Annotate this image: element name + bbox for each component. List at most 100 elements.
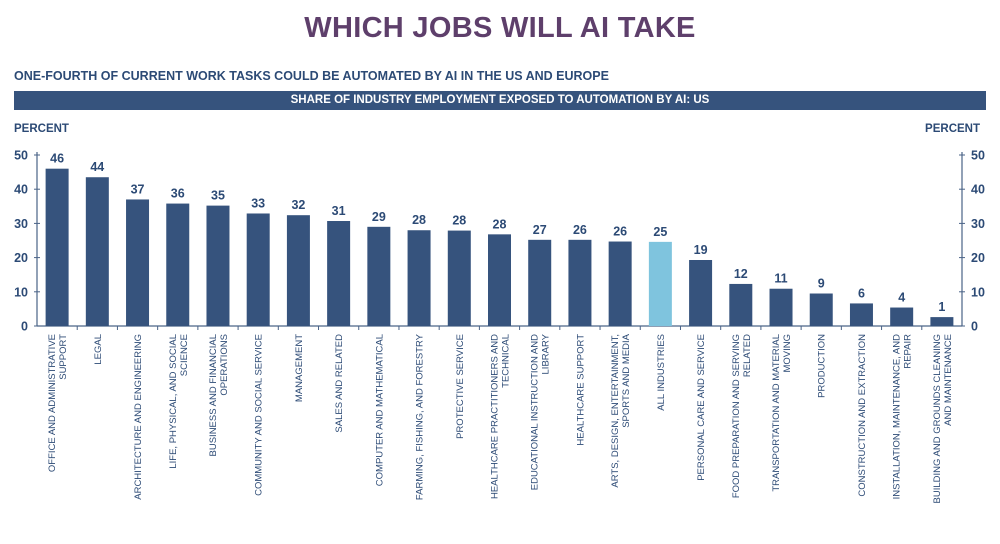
- bar: [729, 283, 753, 326]
- category-label: ALL INDUSTRIES: [656, 334, 667, 411]
- bar: [809, 293, 833, 326]
- bar: [488, 234, 511, 326]
- chart-subtitle: ONE-FOURTH OF CURRENT WORK TASKS COULD B…: [14, 69, 609, 83]
- category-label-line: PROTECTIVE SERVICE: [455, 334, 466, 439]
- category-label-line: OPERATIONS: [219, 334, 230, 396]
- right-y-tick-label: 10: [971, 285, 985, 299]
- category-label-line: COMPUTER AND MATHEMATICAL: [374, 334, 385, 486]
- bar: [447, 230, 471, 326]
- category-label-line: LEGAL: [93, 334, 104, 365]
- chart-title-band: SHARE OF INDUSTRY EMPLOYMENT EXPOSED TO …: [14, 91, 986, 110]
- category-label-line: ARTS, DESIGN, ENTERTAINMENT,: [610, 334, 621, 488]
- right-y-tick-label: 40: [971, 183, 985, 197]
- right-y-tick-label: 50: [971, 149, 985, 163]
- data-label: 6: [858, 286, 865, 300]
- category-label-line: BUSINESS AND FINANCIAL: [208, 334, 219, 456]
- category-label: EDUCATIONAL INSTRUCTION AND LIBRARY: [530, 333, 552, 490]
- bar: [769, 288, 793, 326]
- bar: [126, 199, 150, 326]
- bar: [367, 226, 391, 326]
- category-label: ARCHITECTURE AND ENGINEERING: [133, 334, 144, 500]
- data-label: 9: [818, 277, 825, 291]
- bar: [166, 203, 190, 326]
- category-label-line: OFFICE AND ADMINISTRATIVE: [47, 334, 58, 472]
- left-y-tick-label: 10: [14, 285, 28, 299]
- data-label: 33: [251, 196, 265, 210]
- bar: [930, 317, 954, 326]
- data-label: 36: [171, 187, 185, 201]
- category-label-line: PERSONAL CARE AND SERVICE: [696, 334, 707, 481]
- bar-highlight: [648, 241, 672, 326]
- category-label: COMMUNITY AND SOCIAL SERVICE: [254, 334, 265, 496]
- left-axis-unit-label: PERCENT: [14, 123, 69, 135]
- data-label: 46: [50, 152, 64, 166]
- category-label-line: EDUCATIONAL INSTRUCTION AND: [530, 334, 541, 490]
- category-label-line: PRODUCTION: [817, 334, 828, 398]
- bar: [608, 241, 632, 326]
- category-label-line: FARMING, FISHING, AND FORESTRY: [415, 333, 426, 500]
- category-label-line: CONSTRUCTION AND EXTRACTION: [857, 334, 868, 497]
- bar: [407, 230, 431, 326]
- bar: [45, 168, 69, 326]
- category-label: MANAGEMENT: [294, 334, 305, 402]
- category-label: OFFICE AND ADMINISTRATIVE SUPPORT: [47, 334, 69, 472]
- category-label-line: ARCHITECTURE AND ENGINEERING: [133, 334, 144, 500]
- category-label: HEALTHCARE PRACTITIONERS AND TECHNICAL: [490, 334, 512, 499]
- bar: [689, 259, 713, 326]
- data-label: 26: [573, 223, 587, 237]
- bar: [528, 239, 552, 326]
- right-y-tick-label: 20: [971, 251, 985, 265]
- bar: [85, 177, 109, 326]
- data-label: 32: [291, 198, 305, 212]
- category-label-line: TECHNICAL: [501, 334, 512, 388]
- category-label-line: HEALTHCARE PRACTITIONERS AND: [490, 334, 501, 499]
- category-label-line: SPORTS AND MEDIA: [621, 333, 632, 427]
- bar: [327, 221, 351, 326]
- category-label: HEALTHCARE SUPPORT: [575, 334, 586, 446]
- category-label-line: LIBRARY: [541, 333, 552, 374]
- right-y-tick-label: 0: [971, 320, 978, 334]
- category-label-line: MANAGEMENT: [294, 334, 305, 402]
- category-label: SALES AND RELATED: [334, 334, 345, 433]
- data-label: 19: [694, 243, 708, 257]
- left-y-tick-label: 20: [14, 251, 28, 265]
- category-label-line: MOVING: [782, 334, 793, 373]
- category-label: FARMING, FISHING, AND FORESTRY: [415, 333, 426, 500]
- data-label: 28: [412, 213, 426, 227]
- right-y-tick-label: 30: [971, 217, 985, 231]
- bar: [849, 303, 873, 326]
- right-axis-unit-label: PERCENT: [925, 123, 980, 135]
- bar: [568, 239, 592, 326]
- category-label: FOOD PREPARATION AND SERVING RELATED: [731, 334, 753, 498]
- category-label-line: SUPPORT: [58, 334, 69, 380]
- category-label: LIFE, PHYSICAL, AND SOCIAL SCIENCE: [168, 334, 190, 469]
- category-label-line: REPAIR: [903, 334, 914, 369]
- category-label-line: RELATED: [742, 334, 753, 377]
- data-label: 28: [493, 217, 507, 231]
- category-label: CONSTRUCTION AND EXTRACTION: [857, 334, 868, 497]
- data-label: 28: [452, 214, 466, 228]
- left-y-tick-label: 40: [14, 183, 28, 197]
- bar: [206, 205, 230, 326]
- data-label: 12: [734, 267, 748, 281]
- category-label-line: BUILDING AND GROUNDS CLEANING: [932, 334, 943, 503]
- category-label: PRODUCTION: [817, 334, 828, 398]
- category-label: ARTS, DESIGN, ENTERTAINMENT, SPORTS AND M…: [610, 333, 632, 487]
- category-label: BUSINESS AND FINANCIAL OPERATIONS: [208, 334, 230, 456]
- bar: [286, 215, 310, 326]
- category-label-line: LIFE, PHYSICAL, AND SOCIAL: [168, 334, 179, 469]
- category-label-line: ALL INDUSTRIES: [656, 334, 667, 411]
- left-y-tick-label: 0: [21, 320, 28, 334]
- category-label-line: TRANSPORTATION AND MATERIAL: [771, 334, 782, 492]
- category-label-line: COMMUNITY AND SOCIAL SERVICE: [254, 334, 265, 496]
- category-label: BUILDING AND GROUNDS CLEANING AND MAINTEN…: [932, 334, 954, 503]
- category-label-line: HEALTHCARE SUPPORT: [575, 334, 586, 446]
- data-label: 25: [653, 225, 667, 239]
- data-label: 1: [938, 300, 945, 314]
- data-label: 44: [90, 160, 104, 174]
- bar: [246, 213, 270, 326]
- category-label-line: SCIENCE: [179, 334, 190, 376]
- data-label: 26: [613, 225, 627, 239]
- data-label: 35: [211, 189, 225, 203]
- bar: [890, 307, 914, 326]
